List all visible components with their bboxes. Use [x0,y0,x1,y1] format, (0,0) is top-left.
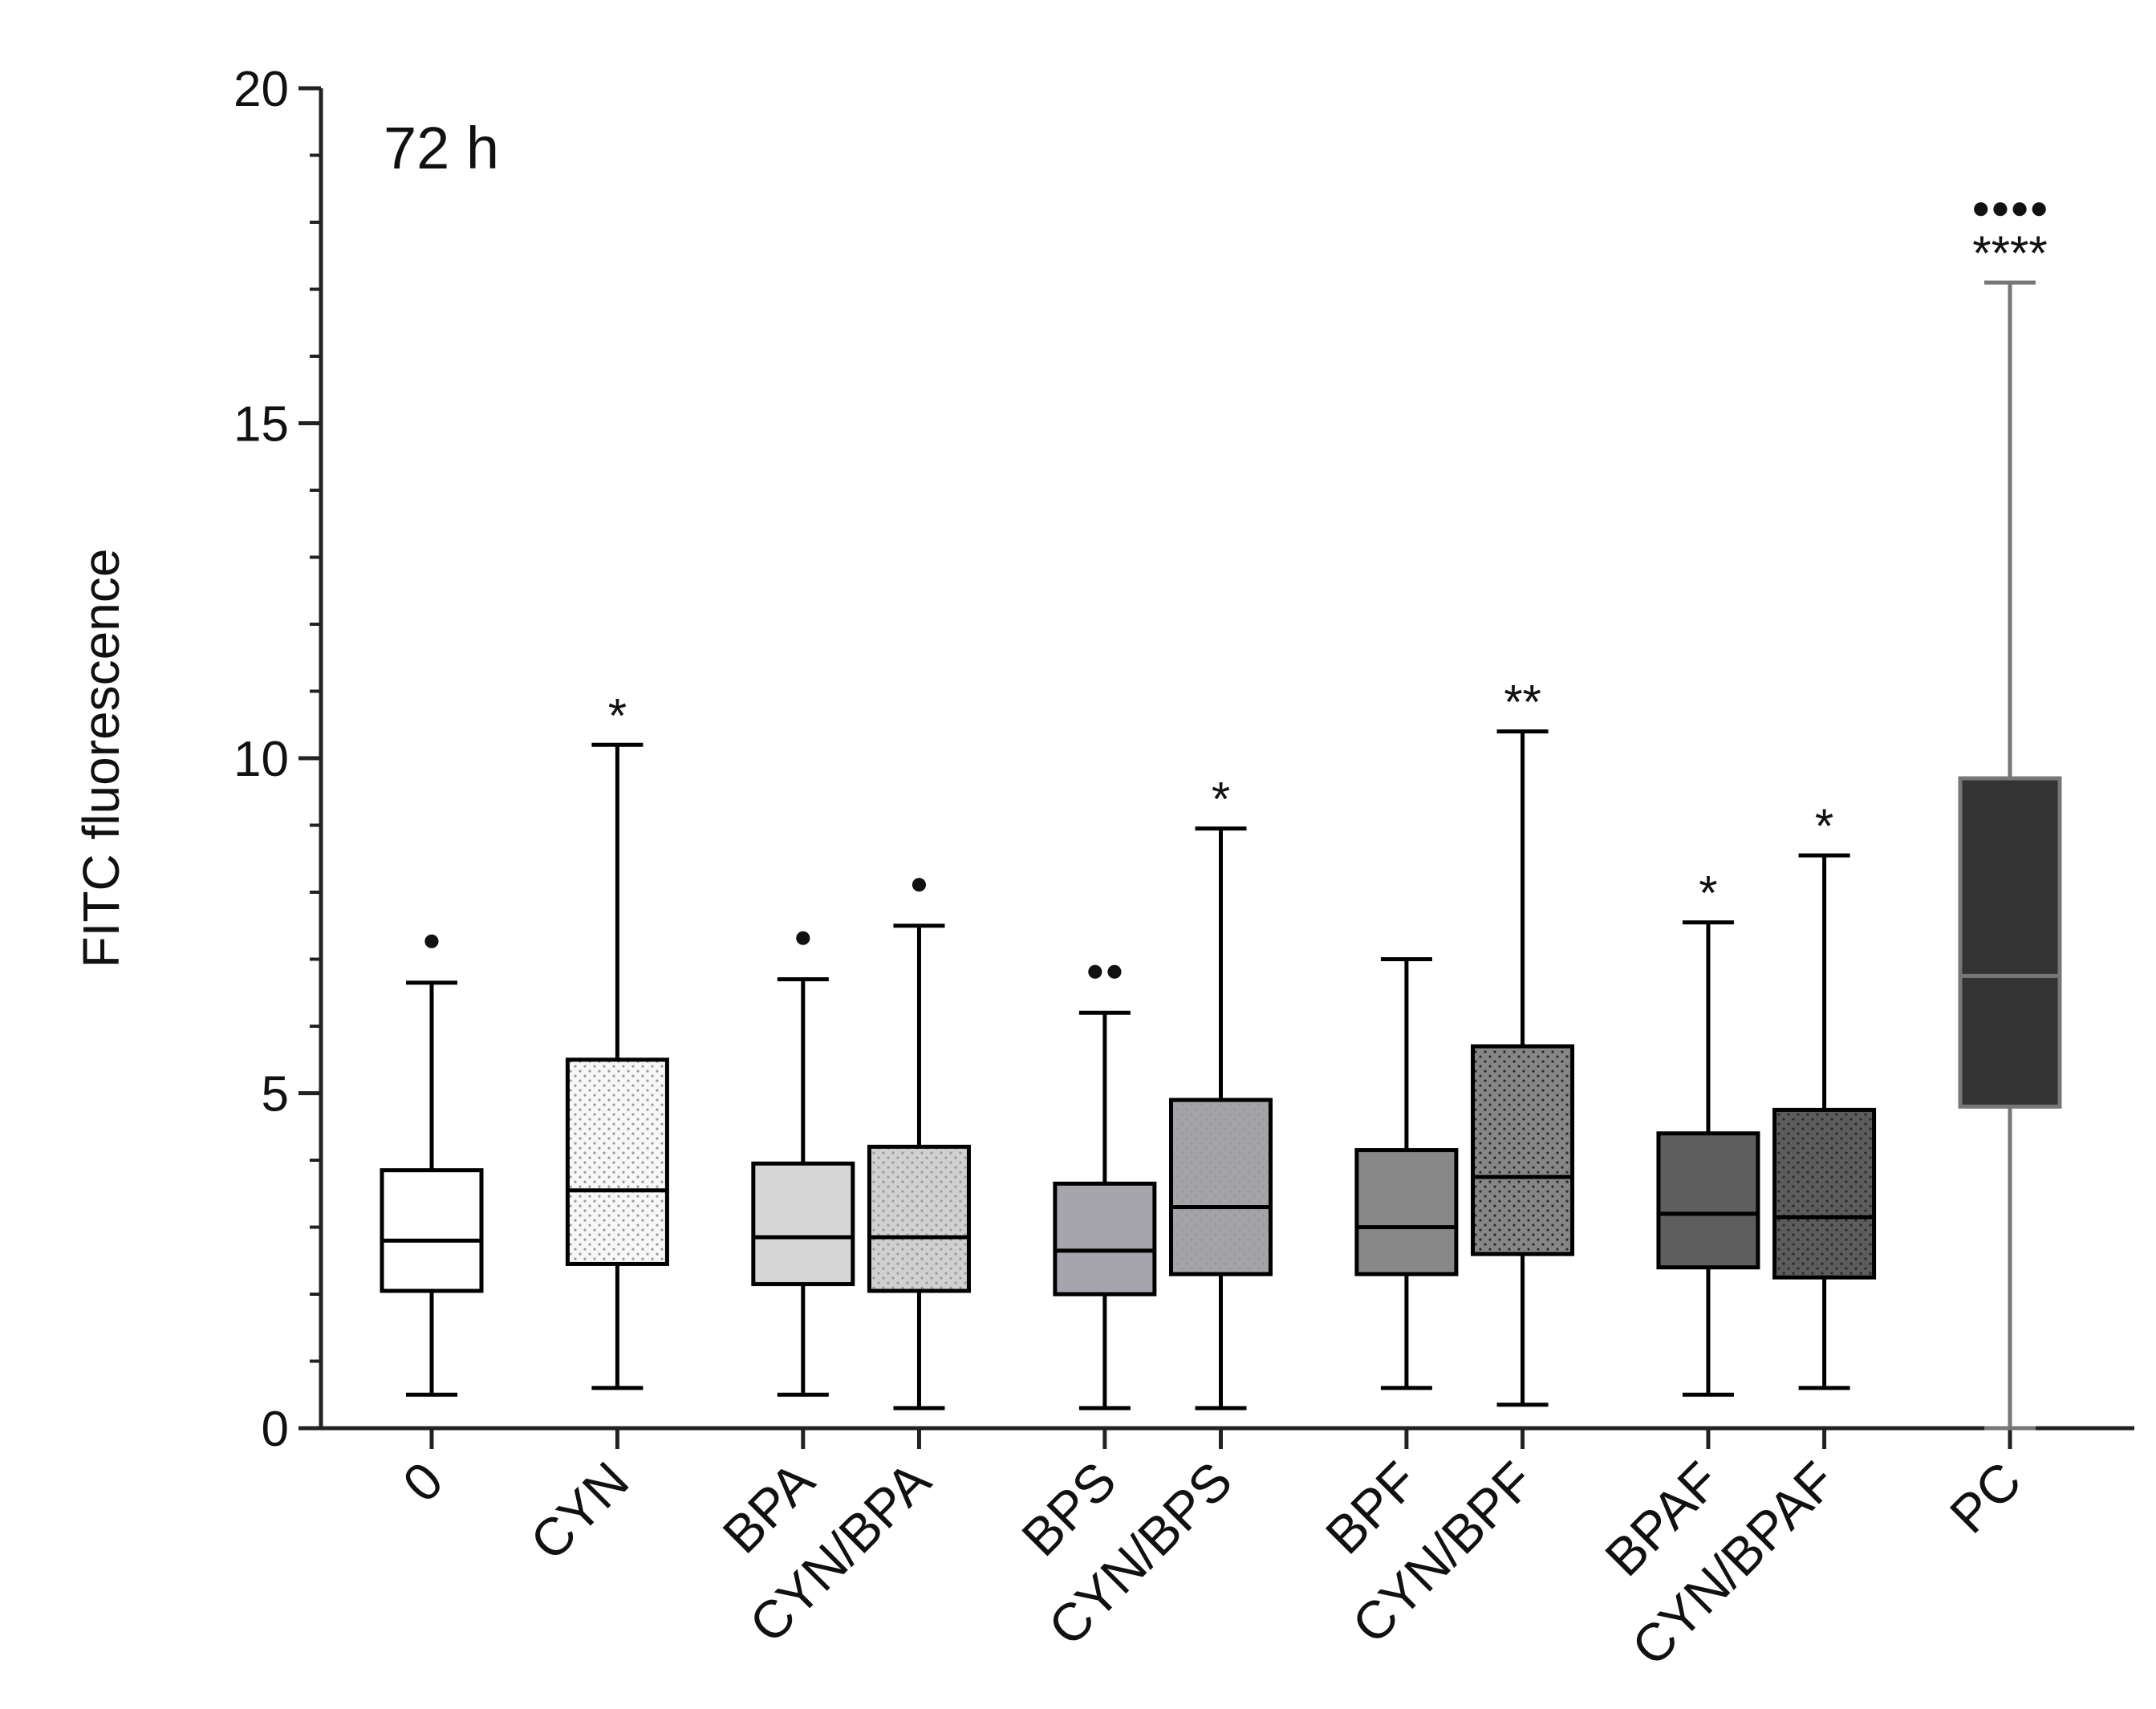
significance-stars: * [1212,773,1230,826]
box-pattern [1472,1046,1573,1254]
box-outline [751,1161,855,1286]
y-tick-label: 10 [233,732,289,787]
y-axis-label: FITC fluorescence [72,549,130,968]
box-outline [1772,1107,1877,1280]
significance-dots: ●●●● [1971,190,2049,225]
box-bpf [1354,957,1459,1390]
significance-dots: ● [909,866,928,901]
box-bpa [751,977,855,1397]
box-bpaf [1656,920,1760,1397]
box-0 [380,980,484,1397]
box-pc [1958,280,2062,1431]
box-fill [1054,1183,1155,1294]
box-outline [380,1168,484,1293]
box-outline [565,1057,669,1266]
box-pattern [567,1059,668,1264]
chart-title: 72 h [384,115,499,181]
boxes [380,280,2062,1431]
box-outline [1958,776,2062,1109]
box-cyn [565,742,669,1390]
significance-dots: ● [422,923,441,958]
y-tick-label: 15 [233,397,289,453]
significance-stars: * [1815,799,1833,853]
box-cyn-bpf [1471,729,1575,1407]
box-cyn-bpa [867,924,971,1411]
y-tick-label: 20 [233,62,289,117]
x-tick-label: 0 [392,1451,454,1513]
box-outline [1053,1181,1157,1297]
significance-stars: * [608,688,627,742]
x-tick-label: PC [1939,1451,2032,1545]
box-cyn-bpaf [1772,853,1877,1390]
box-pattern [1774,1110,1874,1278]
x-tick-label: CYN [518,1451,639,1572]
box-pattern [1171,1099,1271,1274]
significance-dots: ●● [1086,952,1124,988]
box-fill [753,1163,853,1285]
significance-stars: * [1699,867,1717,920]
box-fill [1658,1133,1758,1268]
y-tick-label: 5 [262,1067,289,1122]
box-pattern [869,1147,969,1291]
y-tick-label: 0 [262,1402,289,1457]
axes [298,86,2134,1449]
box-fill [1960,778,2060,1107]
significance-stars: ** [1504,676,1541,729]
significance-dots: ● [794,919,813,955]
box-fill [382,1170,481,1291]
box-fill [1356,1150,1456,1274]
box-outline [1656,1131,1760,1270]
box-outline [867,1144,971,1293]
box-outline [1471,1044,1575,1256]
box-cyn-bps [1169,826,1273,1411]
significance-stars: **** [1972,226,2047,280]
box-outline [1354,1147,1459,1277]
box-bps [1053,1010,1157,1411]
box-outline [1169,1098,1273,1277]
